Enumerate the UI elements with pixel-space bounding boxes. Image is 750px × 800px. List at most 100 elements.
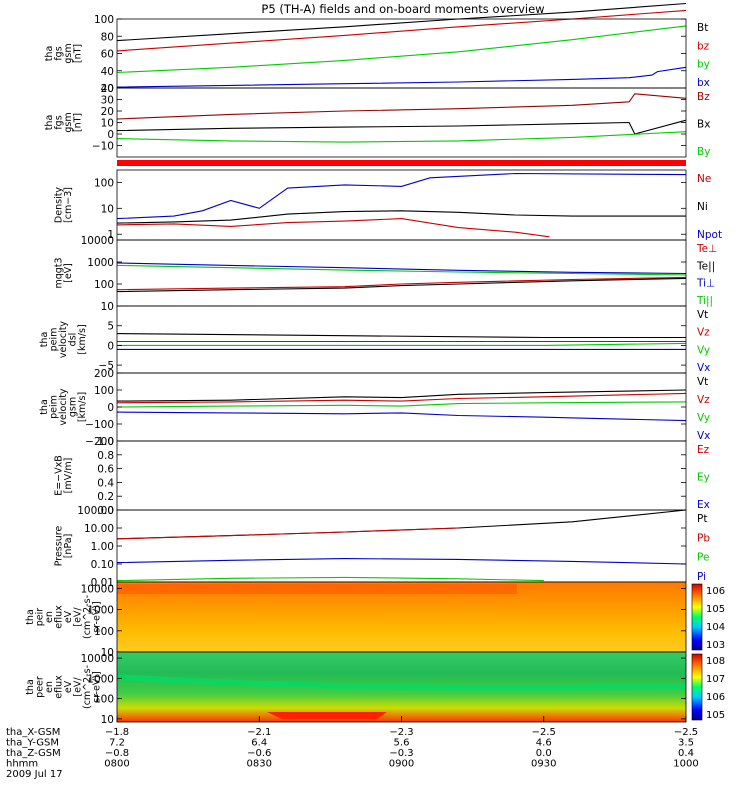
panel-peir: 106 105 104 103 10000 1000 100 10 thapeireneflux… <box>25 581 725 659</box>
spectrogram-band <box>117 712 387 719</box>
y-tick-label: 20 <box>101 106 114 118</box>
y-tick-label: 10 <box>101 203 114 215</box>
colorbar-tick-label: 106 <box>706 586 725 597</box>
panel-frame <box>116 305 687 374</box>
x-tick-label: −1.8 <box>105 727 129 738</box>
y-axis-label: eflux <box>53 675 64 699</box>
panel-density: Ne Ni Npot 100 10 1 Density[cm−3] <box>53 169 722 241</box>
spectrogram-band <box>116 674 687 691</box>
y-axis-label: sr-eV)] <box>91 601 102 632</box>
y-axis-label: gsm <box>68 397 79 417</box>
colorbar-peer <box>691 653 703 721</box>
x-tick-label: −0.3 <box>389 748 413 759</box>
legend-entry: Vy <box>697 344 710 356</box>
legend-entry: Vx <box>697 430 710 442</box>
y-tick-label: −5 <box>99 360 114 372</box>
y-axis-label: en <box>44 681 55 693</box>
y-tick-label: 0 <box>107 340 114 352</box>
panel-frame <box>116 18 687 89</box>
panel-frame <box>116 440 687 511</box>
series-line-temperature-1 <box>116 277 687 293</box>
y-tick-label: 10 <box>101 647 114 659</box>
y-axis-label: en <box>44 611 55 623</box>
x-tick-label: 0.0 <box>536 748 552 759</box>
y-tick-label: 0.01 <box>91 577 114 589</box>
legend-entry: Ni <box>697 201 708 213</box>
y-axis-label: peim <box>49 328 60 352</box>
y-tick-label: 30 <box>101 95 114 107</box>
y-axis-label: fgs <box>53 115 64 129</box>
x-tick-label: 7.2 <box>109 738 125 749</box>
legend-entry: Ti⊥ <box>696 278 715 290</box>
series-line-temperature-2 <box>116 262 687 275</box>
y-axis-label: fgs <box>53 46 64 60</box>
x-axis-block: tha_X-GSM −1.8 −2.1 −2.3 −2.5 −2.5 tha_Y-GSM 7.… <box>6 716 699 780</box>
series-line-fgs-gsm-1 <box>116 9 687 52</box>
series-line-fgs-gsm-0 <box>116 2 687 42</box>
x-tick-label: −2.3 <box>389 727 413 738</box>
y-tick-label: 1.00 <box>91 541 114 553</box>
y-tick-label: 80 <box>101 31 114 43</box>
panel-frame <box>116 509 687 583</box>
legend-entry: Pe <box>697 552 709 564</box>
y-axis-label: [cm−3] <box>63 187 74 223</box>
legend-entry: By <box>697 146 710 158</box>
y-axis-label: eV <box>63 610 74 623</box>
legend-entry: Vz <box>697 394 710 406</box>
y-tick-label: −200 <box>85 436 114 448</box>
legend-entry: Bx <box>697 119 710 131</box>
legend-entry: Te|| <box>696 260 715 272</box>
chart-title: P5 (TH-A) fields and on-board moments ov… <box>261 2 544 16</box>
y-tick-label: 100.00 <box>77 505 114 517</box>
y-axis-label: tha <box>39 399 50 415</box>
mode-bar <box>117 160 686 166</box>
series-line-fgs-dsl-0 <box>116 93 687 120</box>
x-tick-label: 4.6 <box>536 738 552 749</box>
series-line-velocity-gsm-0 <box>116 389 687 402</box>
y-tick-label: −10 <box>92 141 114 153</box>
colorbar-tick-label: 108 <box>706 656 725 667</box>
y-tick-label: 40 <box>101 66 114 78</box>
x-tick-label: 1000 <box>673 759 698 770</box>
y-tick-label: 100 <box>94 385 114 397</box>
series-line-pressure-3 <box>116 558 687 565</box>
panel-pressure: Pt Pb Pe Pi 100.00 10.00 1.00 0.10 0.01 Pressure[… <box>53 505 710 589</box>
y-tick-label: 10000 <box>81 583 114 595</box>
y-axis-label: gsm <box>63 43 74 63</box>
y-axis-label: [nT] <box>72 44 83 63</box>
legend-entry: Ez <box>697 444 710 456</box>
y-axis-label: tha <box>39 332 50 348</box>
series-line-fgs-gsm-3 <box>116 66 687 88</box>
y-axis-label: tha <box>44 46 55 62</box>
y-tick-label: 10000 <box>81 653 114 665</box>
panel-frame <box>116 169 687 241</box>
legend-entry: Vt <box>697 309 708 321</box>
y-tick-label: 20 <box>101 83 114 95</box>
x-tick-label: 0.4 <box>678 748 694 759</box>
legend-entry: bz <box>697 40 710 52</box>
series-line-velocity-gsm-2 <box>116 401 687 408</box>
y-axis-label: [nPa] <box>63 534 74 559</box>
date-label: 2009 Jul 17 <box>6 769 63 780</box>
y-tick-label: 0 <box>107 129 114 141</box>
y-axis-label: eflux <box>53 605 64 629</box>
y-axis-label: [km/s] <box>77 324 88 354</box>
y-tick-label: 100 <box>94 626 114 638</box>
y-tick-label: 5 <box>107 321 114 333</box>
y-axis-label: gsm <box>63 112 74 132</box>
x-tick-label: −0.8 <box>105 748 129 759</box>
y-tick-label: 10 <box>101 118 114 130</box>
y-tick-label: 200 <box>94 368 114 380</box>
series-line-density-1 <box>116 210 686 224</box>
legend-entry: by <box>697 59 710 71</box>
colorbar-peir <box>691 583 703 651</box>
series-line-density-2 <box>116 172 687 220</box>
x-tick-label: 0800 <box>104 759 129 770</box>
y-tick-label: 10000 <box>81 235 114 247</box>
legend-entry: Vy <box>697 412 710 424</box>
panel-stack: Btbzbybx10080604020thafgsgsm[nT]BzBxBy40… <box>25 2 725 726</box>
series-line-pressure-0 <box>116 509 687 540</box>
legend-entry: Npot <box>697 229 722 241</box>
y-axis-label: [eV/ <box>72 607 83 627</box>
